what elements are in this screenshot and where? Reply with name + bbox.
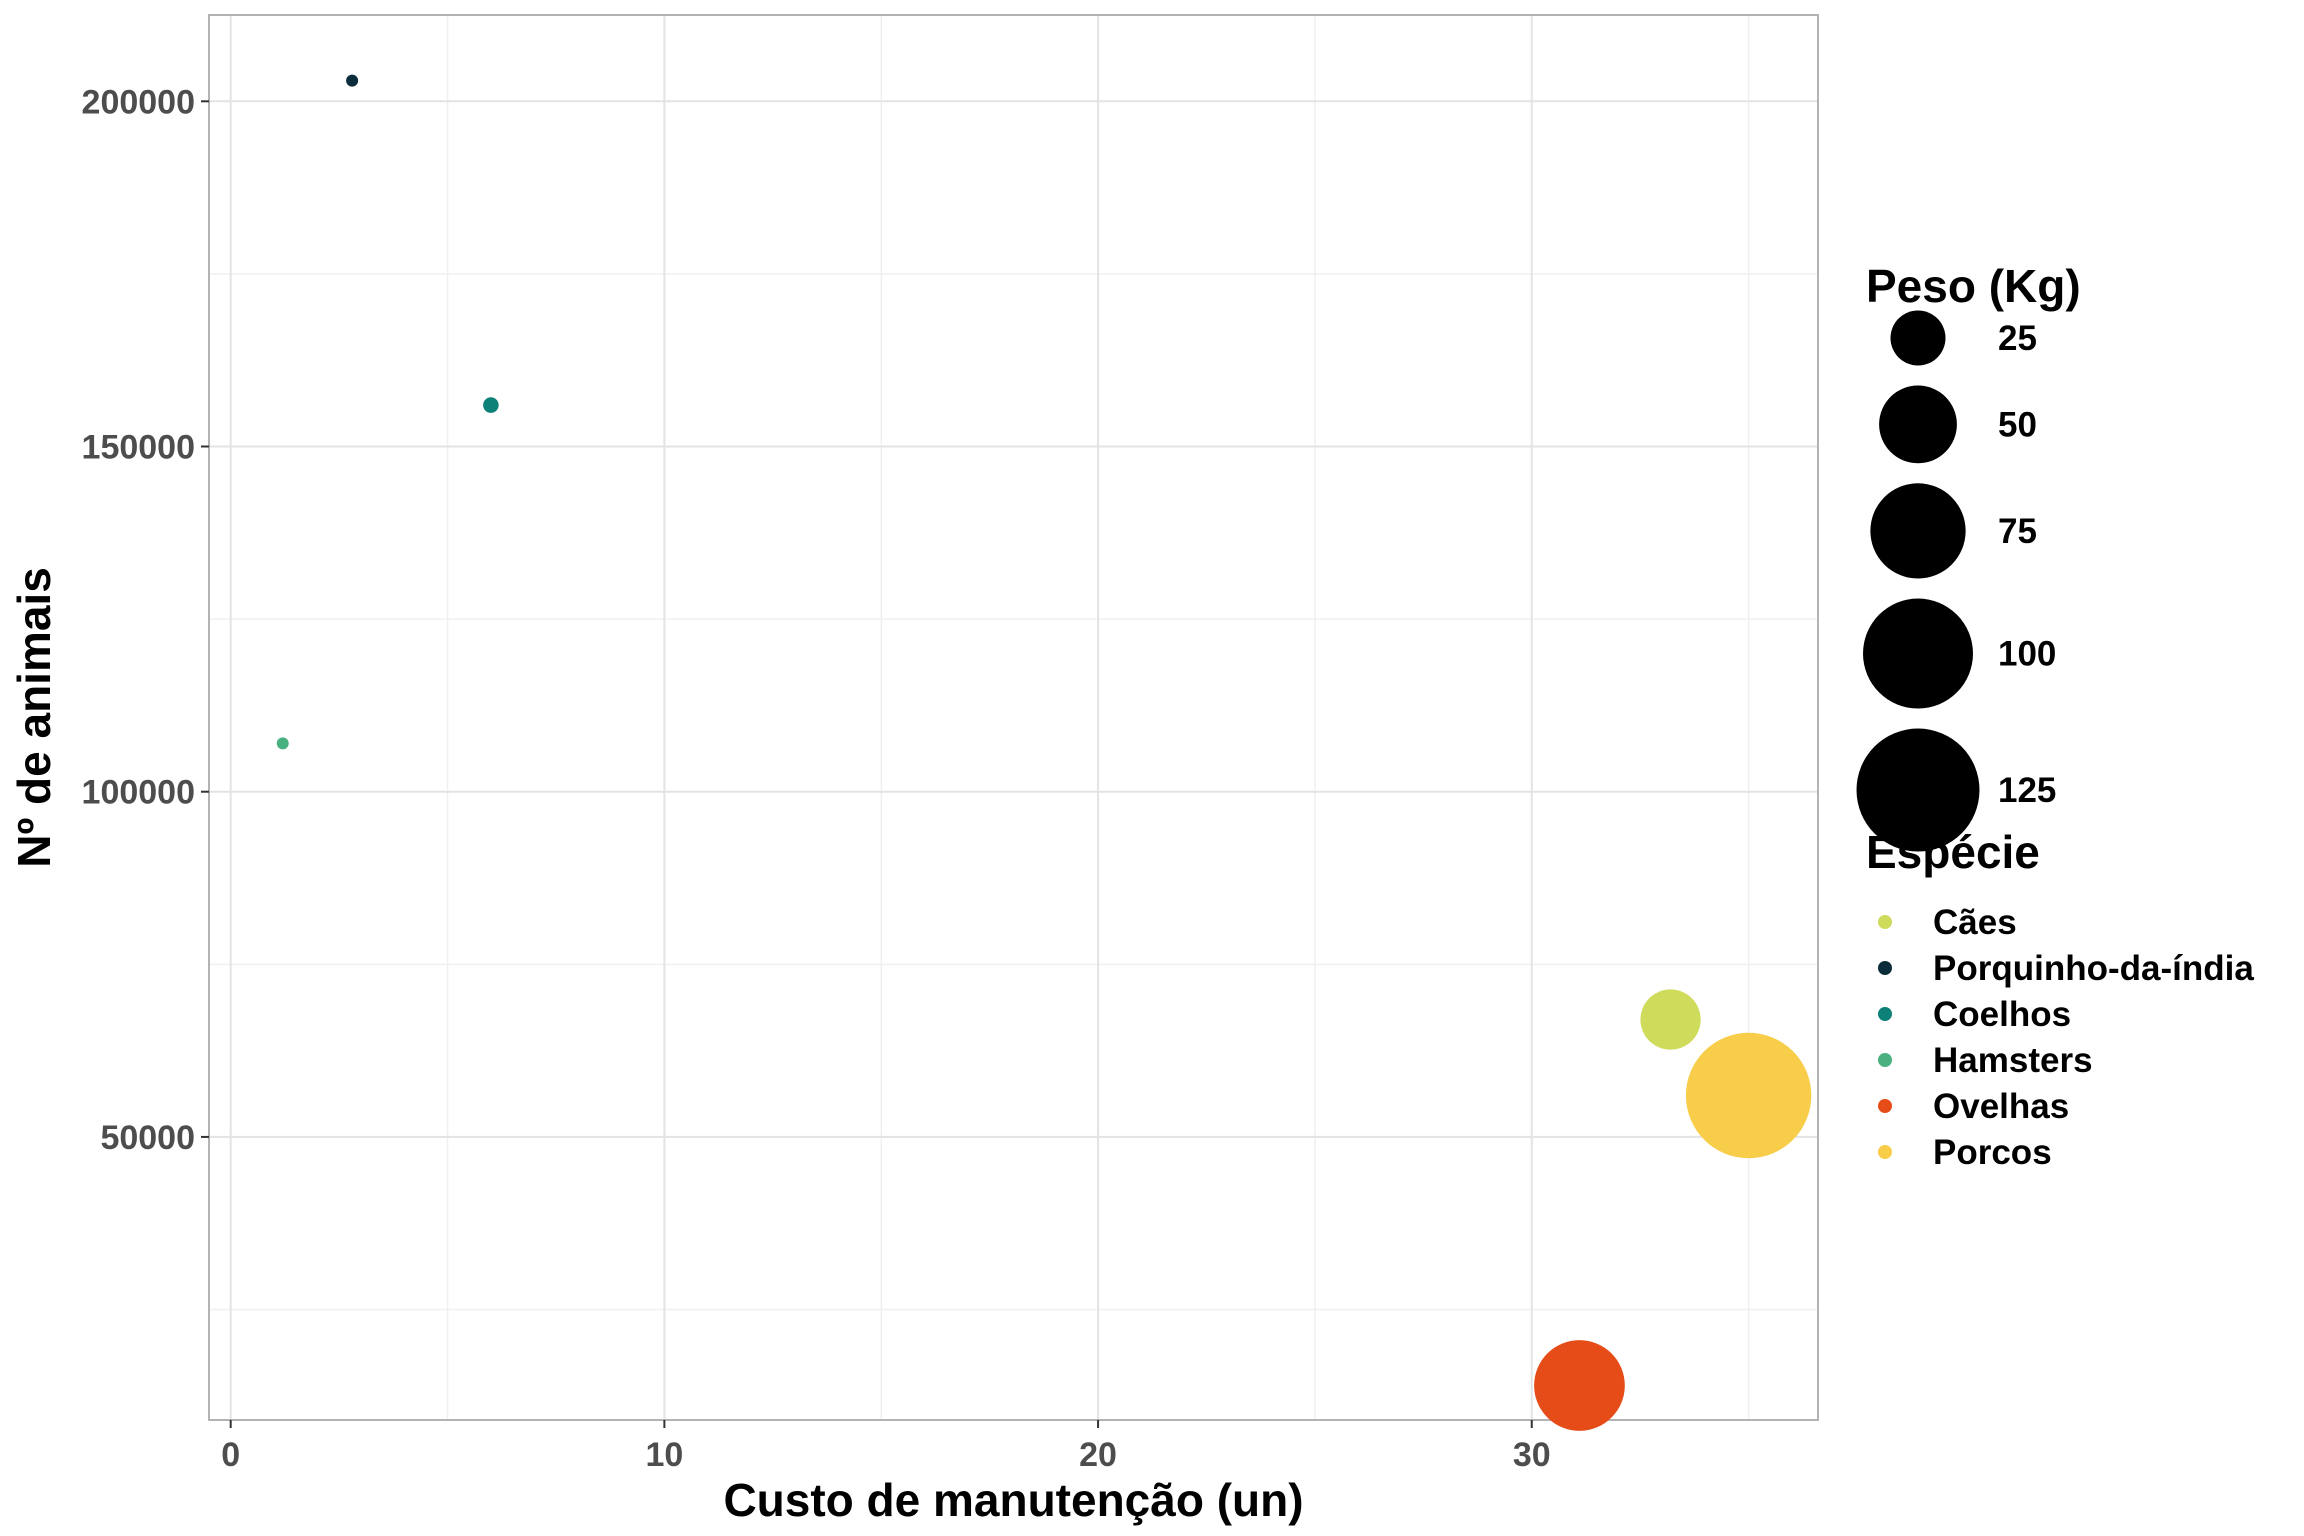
y-axis-title: Nº de animais <box>8 567 60 868</box>
size-legend-key <box>1890 310 1946 366</box>
y-tick-label: 50000 <box>100 1119 195 1157</box>
x-tick-label: 0 <box>221 1436 240 1474</box>
size-legend-key <box>1856 728 1980 852</box>
size-legend-label: 125 <box>1998 771 2056 810</box>
color-legend-label: Ovelhas <box>1933 1087 2069 1126</box>
data-points <box>276 74 1812 1431</box>
color-legend-label: Porquinho-da-índia <box>1933 949 2254 988</box>
color-legend-key <box>1878 1145 1892 1159</box>
x-tick-label: 30 <box>1513 1436 1551 1474</box>
size-legend: 25 50 75 100 125 <box>1856 310 2056 852</box>
y-tick-label: 100000 <box>82 774 195 812</box>
size-legend-key <box>1879 385 1957 464</box>
data-point <box>346 74 359 87</box>
axis-ticks: 0 10 20 30 50000 100000 150000 200000 <box>82 83 1551 1474</box>
plot-panel <box>208 14 1819 1421</box>
data-point <box>1685 1032 1812 1159</box>
data-point <box>1640 989 1701 1050</box>
size-legend-key <box>1870 483 1966 579</box>
data-point <box>276 737 289 750</box>
color-legend-label: Hamsters <box>1933 1041 2093 1080</box>
size-legend-title: Peso (Kg) <box>1866 260 2081 312</box>
color-legend-key <box>1878 1053 1892 1067</box>
size-legend-label: 100 <box>1998 635 2056 674</box>
size-legend-key <box>1863 598 1973 709</box>
y-tick-label: 200000 <box>82 83 195 121</box>
color-legend-title: Espécie <box>1866 826 2040 878</box>
y-tick-label: 150000 <box>82 429 195 467</box>
color-legend: Cães Porquinho-da-índia Coelhos Hamsters Ove… <box>1878 903 2254 1172</box>
color-legend-label: Coelhos <box>1933 995 2071 1034</box>
data-point <box>1534 1340 1625 1431</box>
color-legend-key <box>1878 1007 1892 1021</box>
grid-lines <box>209 15 1818 1420</box>
x-tick-label: 20 <box>1079 1436 1117 1474</box>
size-legend-label: 75 <box>1998 512 2037 551</box>
size-legend-label: 50 <box>1998 405 2037 444</box>
data-point <box>483 397 499 413</box>
color-legend-label: Porcos <box>1933 1133 2052 1172</box>
x-axis-title: Custo de manutenção (un) <box>723 1474 1303 1526</box>
color-legend-key <box>1878 1099 1892 1113</box>
size-legend-label: 25 <box>1998 319 2037 358</box>
color-legend-key <box>1878 961 1892 975</box>
color-legend-label: Cães <box>1933 903 2017 942</box>
x-tick-label: 10 <box>645 1436 683 1474</box>
color-legend-key <box>1878 915 1892 929</box>
